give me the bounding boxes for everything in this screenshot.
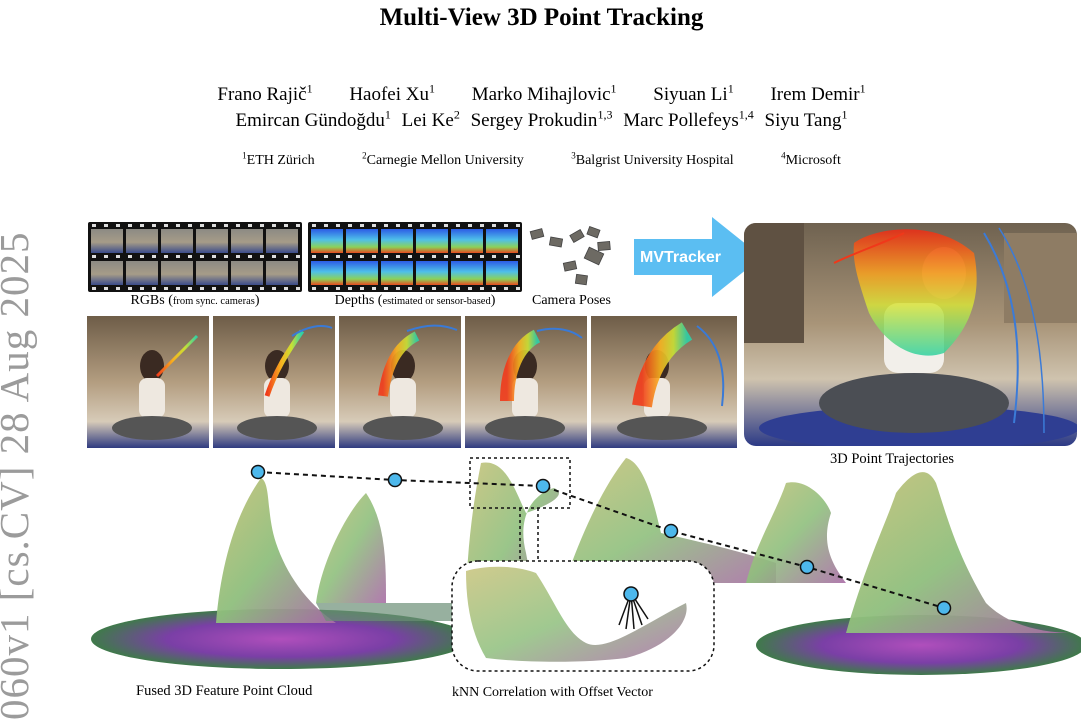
offset-vector — [618, 586, 649, 630]
frame-4 — [465, 316, 587, 448]
left-disc — [91, 609, 471, 669]
author-name: Siyu Tang1 — [764, 108, 848, 132]
depths-caption: Depths (estimated or sensor-based) — [334, 293, 496, 308]
mvtracker-label: MVTracker — [640, 249, 721, 266]
camera-poses-icon — [529, 226, 611, 286]
trajectory-node — [663, 523, 679, 539]
camera-poses-caption: Camera Poses — [532, 293, 611, 308]
author-name: Emircan Gündoğdu1 — [235, 108, 391, 132]
trajectory-node — [936, 600, 952, 616]
author-name: Siyuan Li1 — [653, 82, 734, 106]
rgb-frames — [91, 224, 300, 290]
trajectory-node — [387, 472, 403, 488]
author-name: Sergey Prokudin1,3 — [470, 108, 613, 132]
affiliation: 4Microsoft — [781, 150, 841, 168]
frame-5 — [591, 316, 737, 448]
knn-label: kNN Correlation with Offset Vector — [452, 685, 653, 700]
depth-frames — [311, 224, 520, 290]
tracking-frames — [87, 316, 737, 448]
arxiv-stamp: 060v1 [cs.CV] 28 Aug 2025 — [0, 231, 37, 720]
affiliation: 3Balgrist University Hospital — [571, 150, 734, 168]
author-name: Marc Pollefeys1,4 — [623, 108, 754, 132]
point-cloud-visualization — [91, 457, 1081, 675]
pointcloud-label: Fused 3D Feature Point Cloud — [136, 683, 313, 699]
author-line-2: Emircan Gündoğdu1 Lei Ke2 Sergey Prokudi… — [0, 108, 1083, 132]
affiliation: 2Carnegie Mellon University — [362, 150, 524, 168]
author-name: Haofei Xu1 — [349, 82, 435, 106]
query-node — [623, 586, 639, 602]
trajectory-image — [744, 223, 1077, 446]
depth-filmstrip — [308, 222, 522, 292]
affiliations: 1ETH Zürich 2Carnegie Mellon University … — [0, 150, 1083, 169]
rgb-filmstrip — [88, 222, 302, 292]
author-name: Frano Rajič1 — [217, 82, 313, 106]
author-name: Lei Ke2 — [401, 108, 460, 132]
trajectory-node — [799, 559, 815, 575]
frame-3 — [339, 316, 461, 448]
teaser-figure: RGBs (from sync. cameras) Depths (estima… — [86, 215, 1083, 710]
frame-2 — [213, 316, 335, 448]
trajectory-path — [257, 471, 945, 609]
affiliation: 1ETH Zürich — [242, 150, 315, 168]
rgbs-caption: RGBs (from sync. cameras) — [130, 293, 260, 308]
frame-1 — [87, 316, 209, 448]
trajectory-node — [535, 478, 551, 494]
author-name: Irem Demir1 — [770, 82, 866, 106]
trajectories-label: 3D Point Trajectories — [830, 451, 955, 467]
paper-title: Multi-View 3D Point Tracking — [379, 4, 704, 31]
mvtracker-arrow-icon — [634, 217, 762, 297]
trajectory-nodes — [250, 464, 952, 616]
trajectory-node — [250, 464, 266, 480]
author-name: Marko Mihajlovic1 — [471, 82, 617, 106]
author-line-1: Frano Rajič1 Haofei Xu1 Marko Mihajlovic… — [0, 82, 1083, 106]
